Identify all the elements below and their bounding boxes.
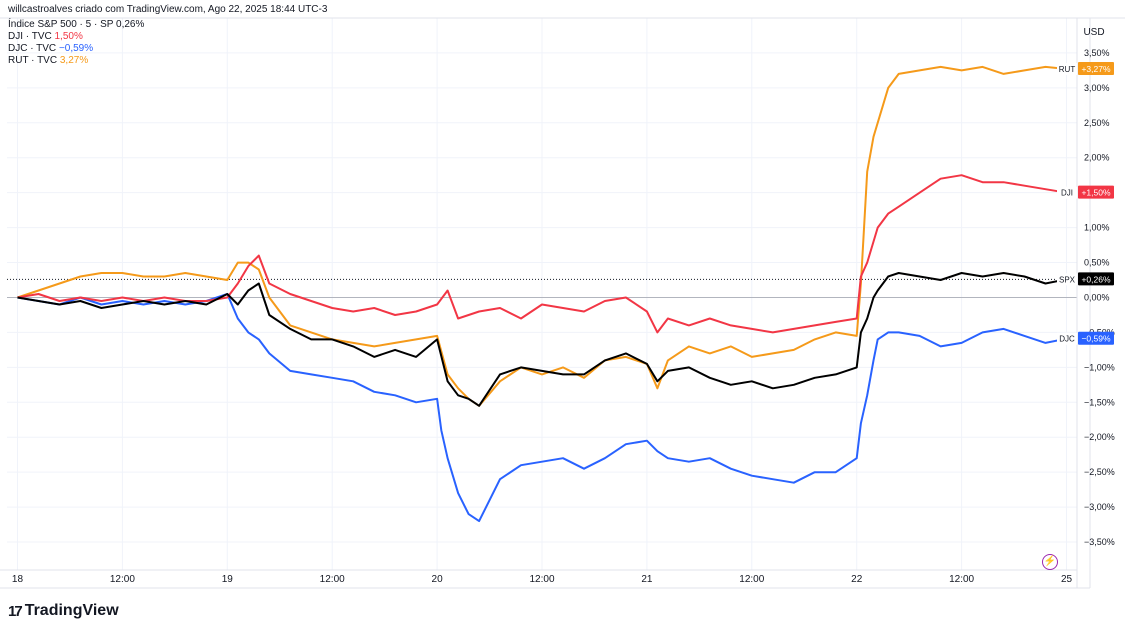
y-tick-label: −2,00% — [1084, 432, 1115, 442]
y-tick-label: 2,50% — [1084, 118, 1110, 128]
series-value-tag: +1,50% — [1081, 188, 1111, 198]
legend-label: DJI · TVC — [8, 31, 55, 42]
y-tick-label: −3,00% — [1084, 502, 1115, 512]
y-tick-label: 1,00% — [1084, 223, 1110, 233]
x-tick-label: 21 — [641, 574, 653, 585]
series-line-rut — [17, 65, 1067, 407]
series-value-tag: +3,27% — [1081, 64, 1111, 74]
x-tick-label: 18 — [12, 574, 24, 585]
series-name-tag: DJC — [1059, 335, 1075, 344]
x-tick-label: 12:00 — [110, 574, 135, 585]
y-tick-label: 0,50% — [1084, 258, 1110, 268]
legend-row[interactable]: DJI · TVC 1,50% — [8, 31, 327, 43]
tradingview-logo-icon: 17 — [8, 602, 23, 620]
series-value-tag-bg — [1078, 331, 1114, 345]
y-tick-label: −1,50% — [1084, 397, 1115, 407]
series-line-spx — [17, 272, 1067, 407]
y-tick-label: 3,00% — [1084, 83, 1110, 93]
legend-value: 1,50% — [54, 31, 83, 42]
legend-value: 0,26% — [116, 19, 145, 30]
series-name-bg — [1057, 63, 1077, 76]
x-tick-label: 19 — [222, 574, 234, 585]
series-value-tag-bg — [1078, 272, 1114, 286]
tradingview-logo: 17 TradingView — [8, 602, 119, 620]
legend-value: 3,27% — [59, 55, 89, 66]
y-tick-label: −1,00% — [1084, 362, 1115, 372]
y-tick-label: 3,50% — [1084, 48, 1110, 58]
legend-row[interactable]: RUT · TVC 3,27% — [8, 55, 327, 67]
credit-text: willcastroalves criado com TradingView.c… — [8, 4, 328, 15]
series-value-tag: −0,59% — [1081, 334, 1111, 344]
legend-value: −0,59% — [58, 43, 94, 54]
legend-label: DJC · TVC — [8, 43, 59, 54]
series-name-tag: DJI — [1061, 189, 1073, 198]
x-tick-label: 12:00 — [739, 574, 764, 585]
x-tick-label: 12:00 — [949, 574, 974, 585]
series-name-tag: SPX — [1059, 275, 1076, 284]
y-tick-label: 2,00% — [1084, 153, 1110, 163]
axis-unit-label: USD — [1083, 27, 1104, 38]
y-tick-label: 0,00% — [1084, 292, 1110, 302]
legend-row[interactable]: Índice S&P 500 · 5 · SP 0,26% — [8, 19, 327, 31]
x-tick-label: 12:00 — [529, 574, 554, 585]
y-tick-label: −2,50% — [1084, 467, 1115, 477]
legend-label: RUT · TVC — [8, 55, 60, 66]
legend: willcastroalves criado com TradingView.c… — [8, 4, 327, 67]
series-line-dji — [17, 174, 1067, 334]
series-name-bg — [1057, 332, 1077, 345]
legend-label: Índice S&P 500 · 5 · SP — [8, 19, 117, 30]
series-value-tag-bg — [1078, 62, 1114, 76]
series-name-bg — [1057, 273, 1077, 286]
x-tick-label: 20 — [432, 574, 444, 585]
series-value-tag-bg — [1078, 185, 1114, 199]
brand-text: TradingView — [24, 602, 119, 619]
x-tick-label: 25 — [1061, 574, 1073, 585]
x-tick-label: 12:00 — [320, 574, 345, 585]
legend-row[interactable]: DJC · TVC −0,59% — [8, 43, 327, 55]
lightning-icon[interactable]: ⚡ — [1042, 554, 1058, 570]
series-name-bg — [1057, 186, 1077, 199]
series-value-tag: +0,26% — [1081, 274, 1111, 284]
x-tick-label: 22 — [851, 574, 863, 585]
series-name-tag: RUT — [1059, 65, 1076, 74]
y-tick-label: −3,50% — [1084, 537, 1115, 547]
